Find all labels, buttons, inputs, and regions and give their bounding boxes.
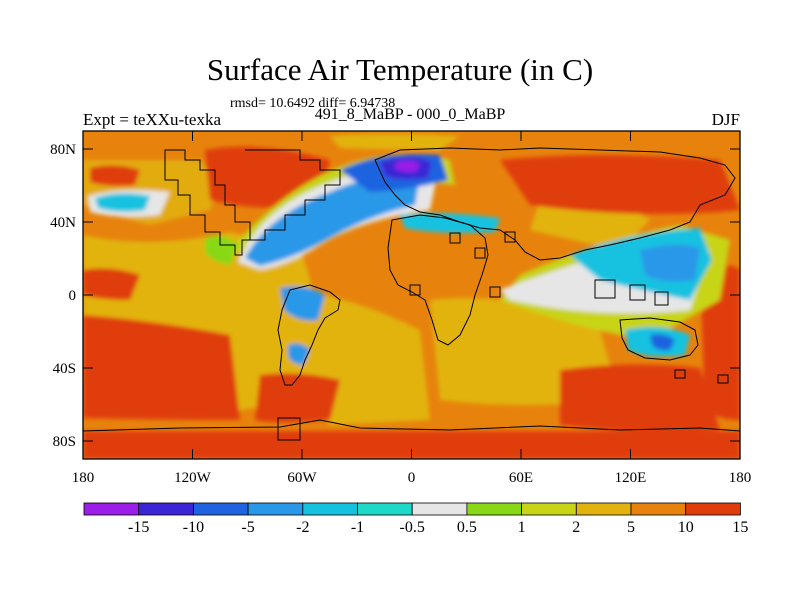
colorbar-box-8	[521, 502, 577, 516]
colorbar: -15 -10 -5 -2 -1 -0.5 0.5 1 2 5 10 15	[83, 502, 748, 536]
colorbar-label-5: -0.5	[400, 519, 425, 536]
colorbar-box-3	[247, 502, 304, 516]
field-hot-westpacific	[83, 268, 140, 300]
field-cool-southamerica	[280, 286, 325, 321]
colorbar-label-7: 1	[518, 519, 526, 536]
colorbar-box-4	[302, 502, 358, 516]
coastline-islands-southeast-asia	[594, 279, 669, 306]
colorbar-box-1	[138, 502, 194, 516]
colorbar-label-6: 0.5	[457, 519, 477, 536]
lon-tick-marks	[192, 131, 631, 459]
coastline-islands-equatorial	[409, 284, 501, 298]
lat-label-40s: 40S	[53, 361, 76, 377]
period-label: 491_8_MaBP - 000_0_MaBP	[314, 106, 506, 123]
colorbar-box-7	[466, 502, 522, 516]
experiment-label: Expt = teXXu-texka	[83, 110, 221, 129]
field-green-northamerica	[205, 236, 238, 265]
colorbar-box-10	[630, 502, 687, 516]
coastline-eurasia	[374, 147, 736, 261]
colorbar-label-1: -10	[183, 519, 204, 536]
stats-line: rmsd= 10.6492 diff= 6.94738	[230, 96, 396, 111]
colorbar-label-0: -15	[128, 519, 149, 536]
coastline-antarctic-peninsula	[277, 417, 301, 441]
colorbar-label-10: 10	[678, 519, 694, 536]
field-hot-southindian	[560, 364, 720, 432]
lon-label-120w: 120W	[174, 470, 212, 486]
coastlines	[83, 147, 740, 441]
lon-label-60w: 60W	[287, 470, 317, 486]
lat-label-40n: 40N	[50, 215, 76, 231]
field-hot-beringia	[90, 165, 140, 186]
lon-label-120e: 120E	[615, 470, 647, 486]
colorbar-box-5	[357, 502, 413, 516]
colorbar-box-2	[192, 502, 249, 516]
colorbar-label-9: 5	[627, 519, 635, 536]
field-hot-southatlantic	[255, 373, 340, 423]
field-mild-arctic	[330, 134, 460, 150]
lat-label-equator: 0	[69, 288, 77, 304]
coastline-north-america-west	[164, 149, 251, 256]
coastline-islands-southern	[674, 369, 729, 384]
lon-label-180e: 180	[729, 470, 752, 486]
lon-label-60e: 60E	[509, 470, 533, 486]
colorbar-label-2: -5	[241, 519, 254, 536]
colorbar-label-11: 15	[732, 519, 748, 536]
lat-label-80s: 80S	[53, 434, 76, 450]
colorbar-box-6	[411, 502, 468, 516]
coastline-australia	[619, 317, 699, 361]
colorbar-label-3: -2	[296, 519, 309, 536]
coastline-antarctica	[83, 419, 740, 432]
lat-label-80n: 80N	[50, 142, 76, 158]
lat-tick-marks	[83, 148, 740, 442]
field-hot-siberia	[500, 155, 740, 214]
field-cooler-australia	[650, 334, 675, 351]
coastline-north-america-east	[245, 149, 341, 241]
field-cool-patagonia	[288, 343, 310, 365]
colorbar-label-4: -1	[351, 519, 364, 536]
field-hot-antarctic	[83, 431, 740, 459]
figure-title: Surface Air Temperature (in C)	[206, 52, 594, 87]
field-cool-atlantic	[245, 174, 420, 266]
field-cooler-asia	[640, 244, 700, 282]
colorbar-box-11	[685, 502, 741, 516]
lon-label-180w: 180	[72, 470, 95, 486]
field-cool-mediterranean	[400, 213, 500, 233]
field-coldest-core	[395, 160, 420, 172]
season-label: DJF	[711, 110, 740, 129]
colorbar-box-9	[575, 502, 632, 516]
coastline-islands-tethys	[449, 231, 516, 259]
coastline-south-america	[277, 284, 341, 386]
field-hot-southpacific	[83, 315, 240, 420]
colorbar-box-0	[83, 502, 140, 516]
lon-label-0: 0	[408, 470, 416, 486]
field-cool-northpacific	[95, 193, 150, 212]
colorbar-label-8: 2	[572, 519, 580, 536]
